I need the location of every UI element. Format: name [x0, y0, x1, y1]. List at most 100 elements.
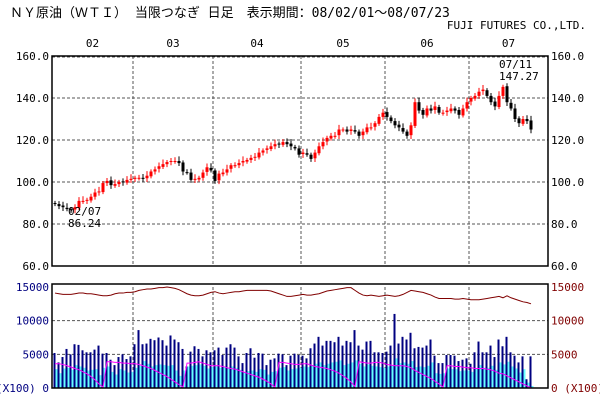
cyan-bar [303, 366, 306, 388]
volume-bar [61, 357, 64, 388]
volume-tick-right: 0 (X100) [551, 382, 600, 395]
candle-up [89, 196, 93, 201]
cyan-bar [375, 366, 378, 388]
candle-up [497, 95, 501, 108]
volume-bar [401, 336, 404, 388]
cyan-bar [123, 370, 126, 388]
candle-up [341, 129, 345, 131]
volume-bar [385, 351, 388, 388]
volume-tick-left: 5000 [23, 348, 50, 361]
month-label: 07 [502, 37, 515, 50]
candle-down [429, 108, 433, 111]
volume-bar [441, 363, 444, 388]
candle-down [417, 102, 421, 111]
candle-up [501, 86, 505, 96]
cyan-bar [351, 362, 354, 388]
candle-up [129, 178, 133, 180]
volume-bar [133, 344, 136, 388]
y-tick-right: 120.0 [551, 134, 584, 147]
cyan-bar [139, 365, 142, 388]
candle-up [161, 164, 165, 167]
volume-bar [349, 342, 352, 388]
cyan-bar [267, 374, 270, 388]
candle-down [109, 180, 113, 186]
candle-up [321, 142, 325, 147]
cyan-bar [487, 367, 490, 388]
cyan-bar [147, 363, 150, 388]
candle-down [513, 108, 517, 119]
candle-up [269, 146, 273, 150]
volume-bar [505, 336, 508, 388]
volume-bar [217, 347, 220, 388]
cyan-bar [79, 366, 82, 388]
candle-up [381, 112, 385, 117]
candle-up [325, 137, 329, 142]
volume-bar [277, 353, 280, 388]
cyan-bar [115, 374, 118, 388]
candle-up [93, 192, 97, 197]
candle-up [137, 177, 141, 179]
cyan-bar [491, 365, 494, 388]
volume-bar [257, 352, 260, 388]
annotation-value: 86.24 [68, 217, 101, 230]
cyan-bar [403, 362, 406, 388]
volume-bar [513, 355, 516, 388]
candle-up [77, 200, 81, 208]
candle-up [257, 152, 261, 158]
volume-bar [485, 352, 488, 388]
y-tick-left: 140.0 [16, 92, 49, 105]
cyan-bar [459, 371, 462, 388]
candle-down [65, 207, 69, 210]
candle-down [453, 108, 457, 111]
candle-up [369, 127, 373, 129]
cyan-bar [359, 363, 362, 388]
volume-tick-left: 15000 [16, 281, 49, 294]
candle-down [505, 86, 509, 103]
cyan-bar [411, 361, 414, 388]
cyan-bar [91, 369, 94, 388]
volume-bar [325, 340, 328, 388]
cyan-bar [407, 363, 410, 388]
volume-tick-left: 10000 [16, 315, 49, 328]
cyan-bar [187, 366, 190, 388]
volume-bar [333, 342, 336, 388]
cyan-bar [195, 365, 198, 388]
cyan-bar [83, 367, 86, 388]
volume-bar [241, 363, 244, 388]
candle-up [469, 98, 473, 102]
candle-down [61, 205, 65, 208]
cyan-bar [171, 365, 174, 388]
candle-up [365, 127, 369, 133]
candle-up [105, 180, 109, 184]
candle-up [301, 152, 305, 155]
cyan-bar [167, 365, 170, 388]
cyan-bar [163, 365, 166, 388]
candle-down [297, 148, 301, 155]
candle-up [133, 177, 137, 179]
volume-bar [353, 330, 356, 388]
volume-bar [341, 345, 344, 388]
candle-up [113, 184, 117, 186]
cyan-bar [503, 364, 506, 388]
candle-down [213, 170, 217, 181]
red-line [54, 286, 532, 305]
volume-bar [73, 344, 76, 388]
candle-up [433, 106, 437, 110]
candle-up [145, 175, 149, 179]
volume-bar [389, 345, 392, 388]
candle-down [457, 109, 461, 115]
volume-bar [465, 358, 468, 388]
volume-bar [297, 355, 300, 388]
candle-up [413, 102, 417, 126]
cyan-bar [119, 369, 122, 388]
volume-bar [381, 352, 384, 388]
candle-down [185, 172, 189, 174]
candle-up [481, 89, 485, 92]
candle-up [229, 165, 233, 169]
candle-down [177, 161, 181, 164]
volume-bar [477, 341, 480, 388]
volume-bar [445, 355, 448, 388]
volume-bar [429, 339, 432, 388]
volume-bar [377, 352, 380, 388]
